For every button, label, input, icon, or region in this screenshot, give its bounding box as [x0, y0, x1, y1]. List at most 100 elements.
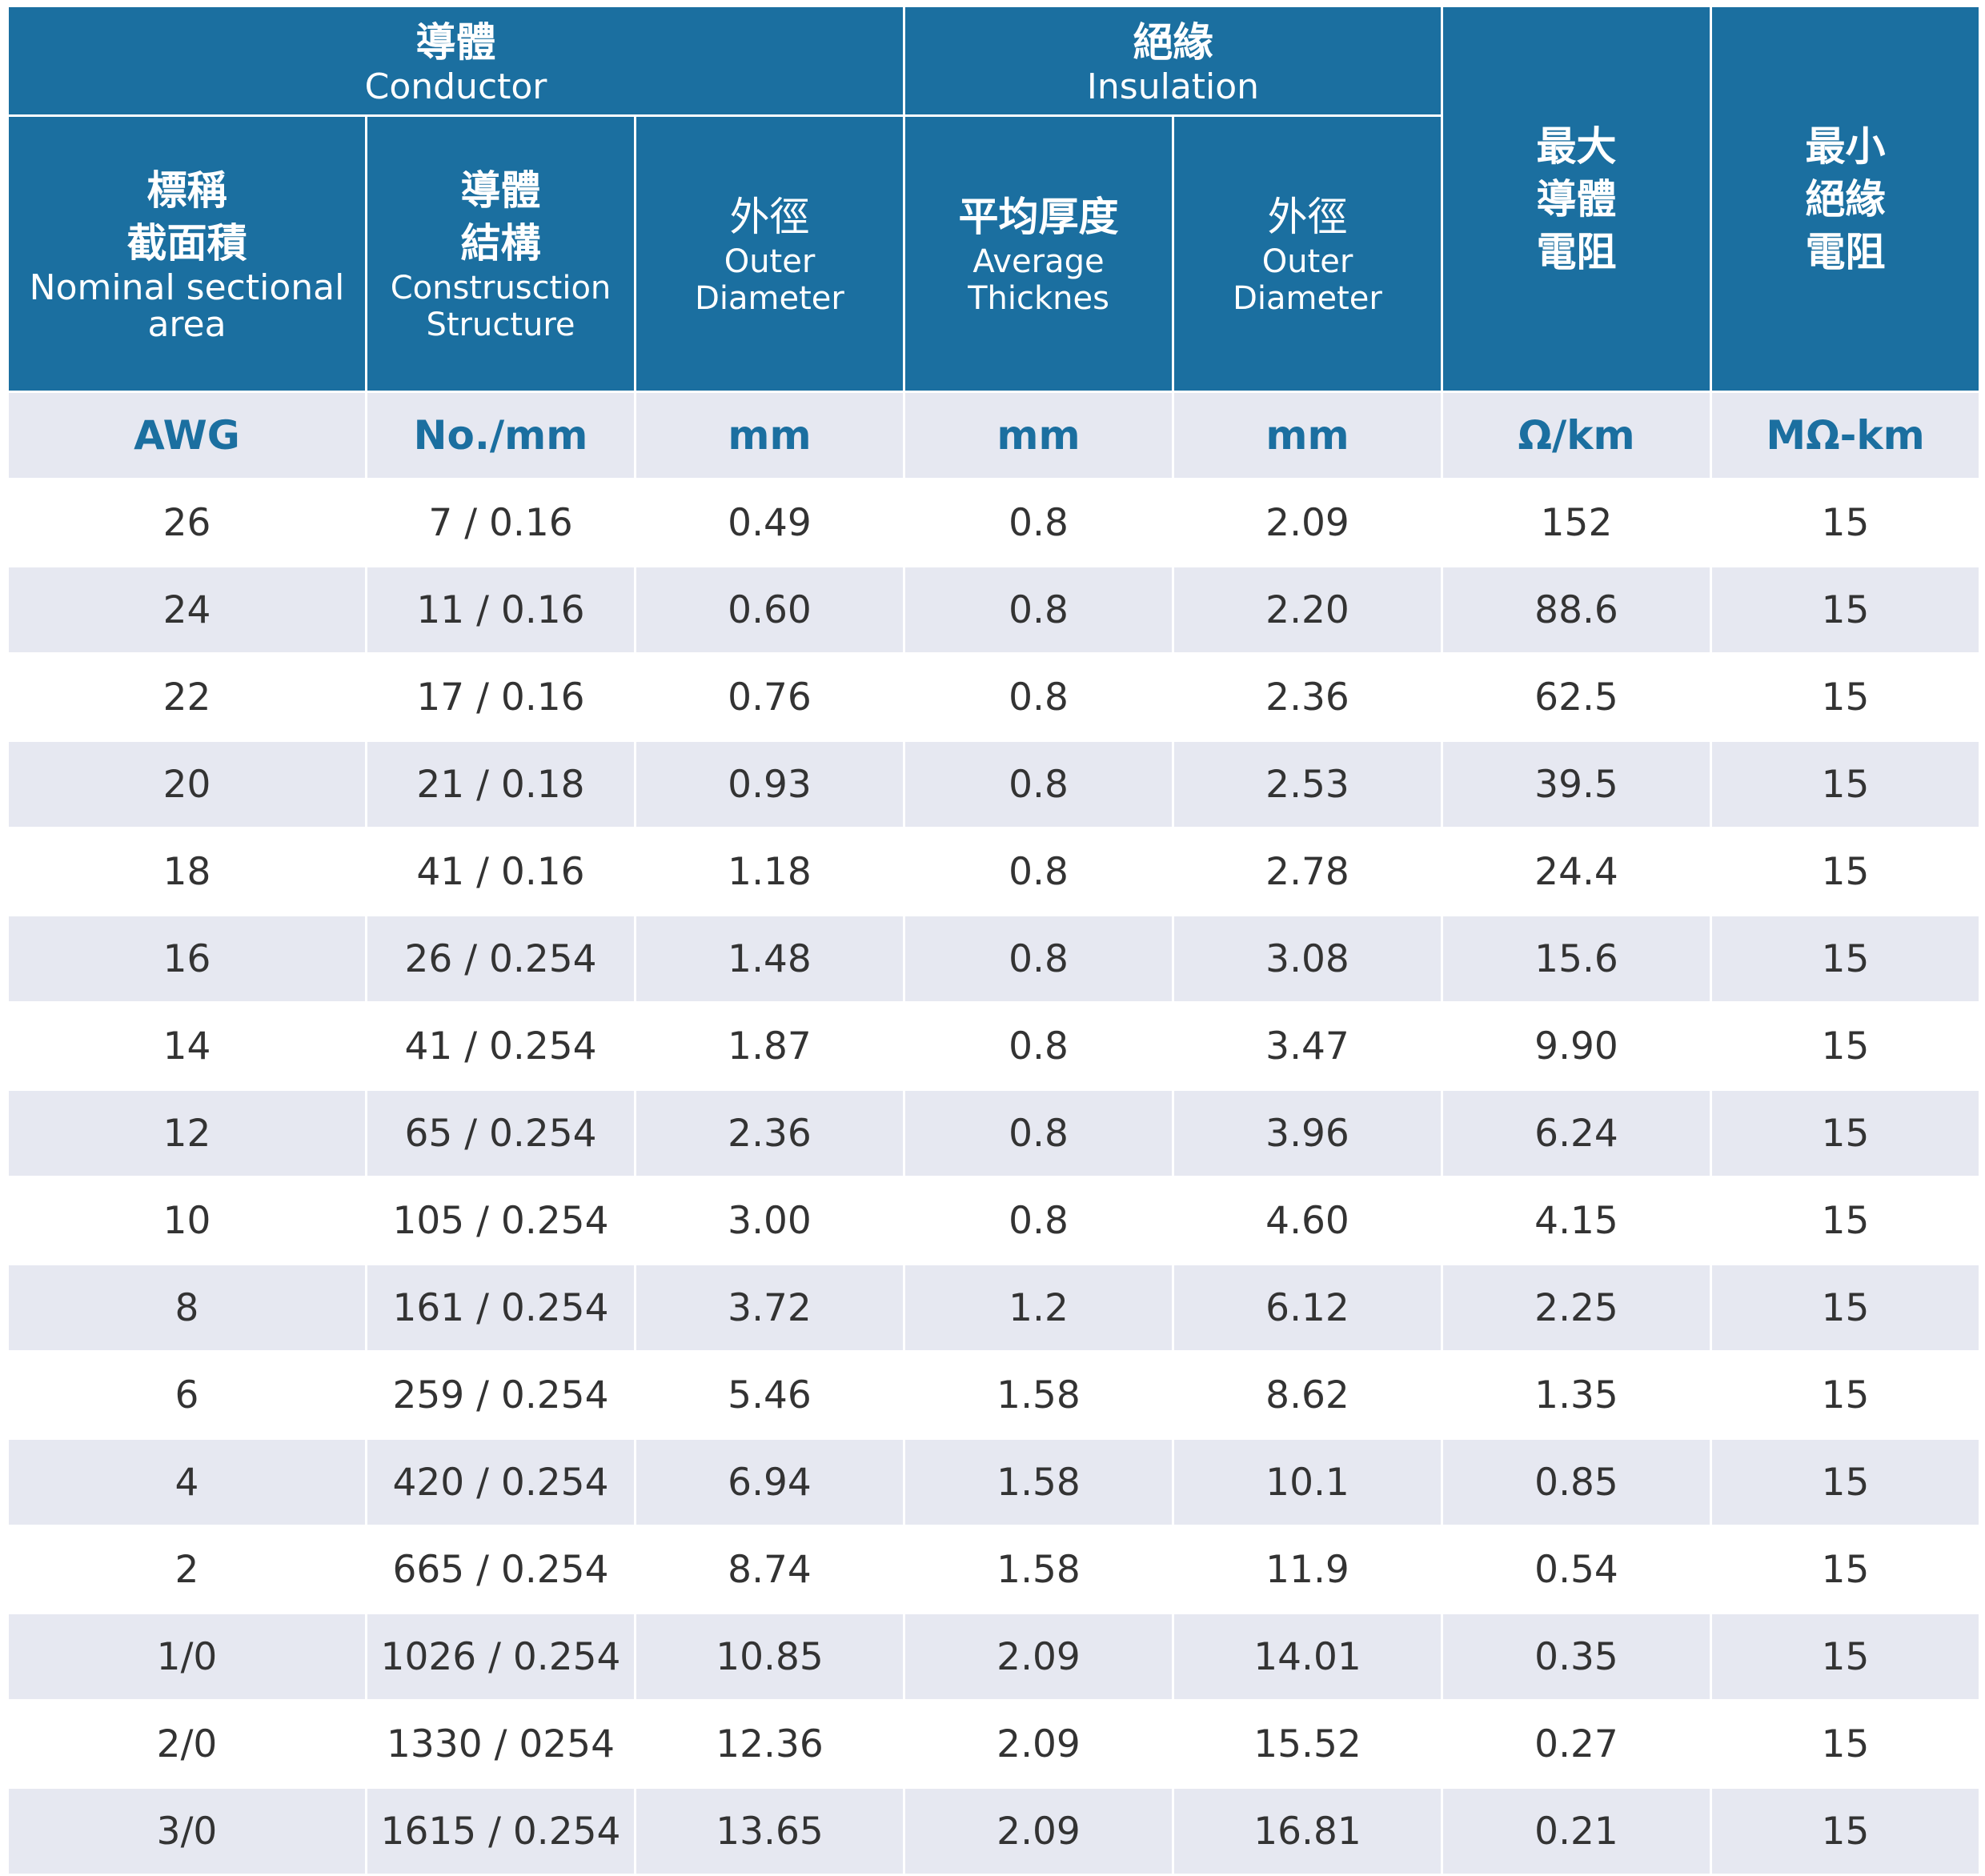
insulation-od-en-1: Outer: [1261, 243, 1353, 280]
table-cell: 15: [1710, 1350, 1981, 1440]
table-cell: 161 / 0.254: [365, 1263, 636, 1353]
nominal-area-en-2: area: [147, 304, 227, 345]
table-cell: 1/0: [6, 1612, 367, 1702]
table-cell: 10.85: [634, 1612, 905, 1702]
table-cell: 1.58: [903, 1350, 1174, 1440]
table-cell: 12: [6, 1088, 367, 1178]
construction-zh-1: 導體: [460, 167, 541, 214]
insulation-group-header: 絕緣 Insulation: [903, 5, 1443, 117]
table-cell: 4.60: [1172, 1176, 1443, 1265]
unit-cell: mm: [634, 391, 905, 480]
table-cell: 10: [6, 1176, 367, 1265]
table-cell: 21 / 0.18: [365, 740, 636, 829]
table-cell: 105 / 0.254: [365, 1176, 636, 1265]
conductor-group-header: 導體 Conductor: [6, 5, 905, 117]
unit-cell: No./mm: [365, 391, 636, 480]
table-cell: 3.08: [1172, 914, 1443, 1004]
table-cell: 1.35: [1441, 1350, 1712, 1440]
unit-cell: Ω/km: [1441, 391, 1712, 480]
construction-en-1: Construsction: [390, 270, 612, 307]
construction-header: 導體 結構 Construsction Structure: [365, 114, 636, 393]
table-cell: 15: [1710, 565, 1981, 655]
table-cell: 6.24: [1441, 1088, 1712, 1178]
min-insulation-line-3: 電阻: [1805, 228, 1886, 275]
table-cell: 9.90: [1441, 1001, 1712, 1091]
table-cell: 1.48: [634, 914, 905, 1004]
table-cell: 15: [1710, 1176, 1981, 1265]
table-cell: 2.36: [634, 1088, 905, 1178]
insulation-od-zh: 外徑: [1267, 194, 1348, 240]
table-cell: 1.87: [634, 1001, 905, 1091]
table-cell: 0.8: [903, 740, 1174, 829]
table-cell: 15: [1710, 1525, 1981, 1614]
table-row: 3/0 1615 / 0.254 13.65 2.09 16.81 0.21 15: [6, 1786, 1981, 1876]
table-cell: 26 / 0.254: [365, 914, 636, 1004]
cable-spec-table: 導體 Conductor 絕緣 Insulation 最大 導體 電阻 最小 絕…: [6, 5, 1981, 1876]
average-thickness-header: 平均厚度 Average Thicknes: [903, 114, 1174, 393]
insulation-en: Insulation: [1086, 66, 1260, 107]
table-row: 24 11 / 0.16 0.60 0.8 2.20 88.6 15: [6, 565, 1981, 655]
table-cell: 5.46: [634, 1350, 905, 1440]
table-cell: 3.96: [1172, 1088, 1443, 1178]
table-cell: 3.47: [1172, 1001, 1443, 1091]
table-cell: 39.5: [1441, 740, 1712, 829]
table-cell: 24.4: [1441, 827, 1712, 916]
table-cell: 7 / 0.16: [365, 478, 636, 567]
avg-thickness-en-1: Average: [972, 243, 1105, 280]
max-resistance-line-3: 電阻: [1536, 228, 1617, 275]
table-cell: 2.53: [1172, 740, 1443, 829]
conductor-en: Conductor: [364, 66, 547, 107]
table-cell: 3/0: [6, 1786, 367, 1876]
table-row: 14 41 / 0.254 1.87 0.8 3.47 9.90 15: [6, 1001, 1981, 1091]
table-cell: 3.00: [634, 1176, 905, 1265]
table-cell: 1.58: [903, 1437, 1174, 1527]
table-cell: 0.49: [634, 478, 905, 567]
table-cell: 16.81: [1172, 1786, 1443, 1876]
conductor-outer-diameter-header: 外徑 Outer Diameter: [634, 114, 905, 393]
table-cell: 15: [1710, 740, 1981, 829]
min-insulation-line-2: 絕緣: [1805, 175, 1886, 222]
table-row: 16 26 / 0.254 1.48 0.8 3.08 15.6 15: [6, 914, 1981, 1004]
table-cell: 3.72: [634, 1263, 905, 1353]
max-resistance-line-1: 最大: [1536, 122, 1617, 170]
table-cell: 13.65: [634, 1786, 905, 1876]
table-cell: 1330 / 0254: [365, 1699, 636, 1789]
table-cell: 2.09: [903, 1786, 1174, 1876]
table-cell: 15: [1710, 1437, 1981, 1527]
table-cell: 0.8: [903, 914, 1174, 1004]
table-cell: 14.01: [1172, 1612, 1443, 1702]
table-cell: 15: [1710, 478, 1981, 567]
table-row: 12 65 / 0.254 2.36 0.8 3.96 6.24 15: [6, 1088, 1981, 1178]
table-cell: 2.20: [1172, 565, 1443, 655]
conductor-od-zh: 外徑: [729, 194, 810, 240]
table-cell: 6.94: [634, 1437, 905, 1527]
table-cell: 15.52: [1172, 1699, 1443, 1789]
table-row: 10 105 / 0.254 3.00 0.8 4.60 4.15 15: [6, 1176, 1981, 1265]
table-cell: 20: [6, 740, 367, 829]
table-cell: 0.60: [634, 565, 905, 655]
table-cell: 65 / 0.254: [365, 1088, 636, 1178]
table-cell: 41 / 0.254: [365, 1001, 636, 1091]
table-cell: 8: [6, 1263, 367, 1353]
table-cell: 15.6: [1441, 914, 1712, 1004]
table-cell: 4.15: [1441, 1176, 1712, 1265]
avg-thickness-zh: 平均厚度: [958, 194, 1119, 240]
table-row: 2/0 1330 / 0254 12.36 2.09 15.52 0.27 15: [6, 1699, 1981, 1789]
table-cell: 1615 / 0.254: [365, 1786, 636, 1876]
table-cell: 88.6: [1441, 565, 1712, 655]
table-cell: 15: [1710, 1699, 1981, 1789]
table-cell: 0.35: [1441, 1612, 1712, 1702]
max-resistance-line-2: 導體: [1536, 175, 1617, 222]
table-cell: 4: [6, 1437, 367, 1527]
table-cell: 1.2: [903, 1263, 1174, 1353]
table-cell: 2.25: [1441, 1263, 1712, 1353]
insulation-zh: 絕緣: [1133, 19, 1213, 66]
table-cell: 0.8: [903, 565, 1174, 655]
unit-cell: MΩ-km: [1710, 391, 1981, 480]
table-row: 18 41 / 0.16 1.18 0.8 2.78 24.4 15: [6, 827, 1981, 916]
table-cell: 152: [1441, 478, 1712, 567]
table-row: 1/0 1026 / 0.254 10.85 2.09 14.01 0.35 15: [6, 1612, 1981, 1702]
insulation-od-en-2: Diameter: [1233, 280, 1382, 317]
table-cell: 2: [6, 1525, 367, 1614]
table-cell: 0.27: [1441, 1699, 1712, 1789]
